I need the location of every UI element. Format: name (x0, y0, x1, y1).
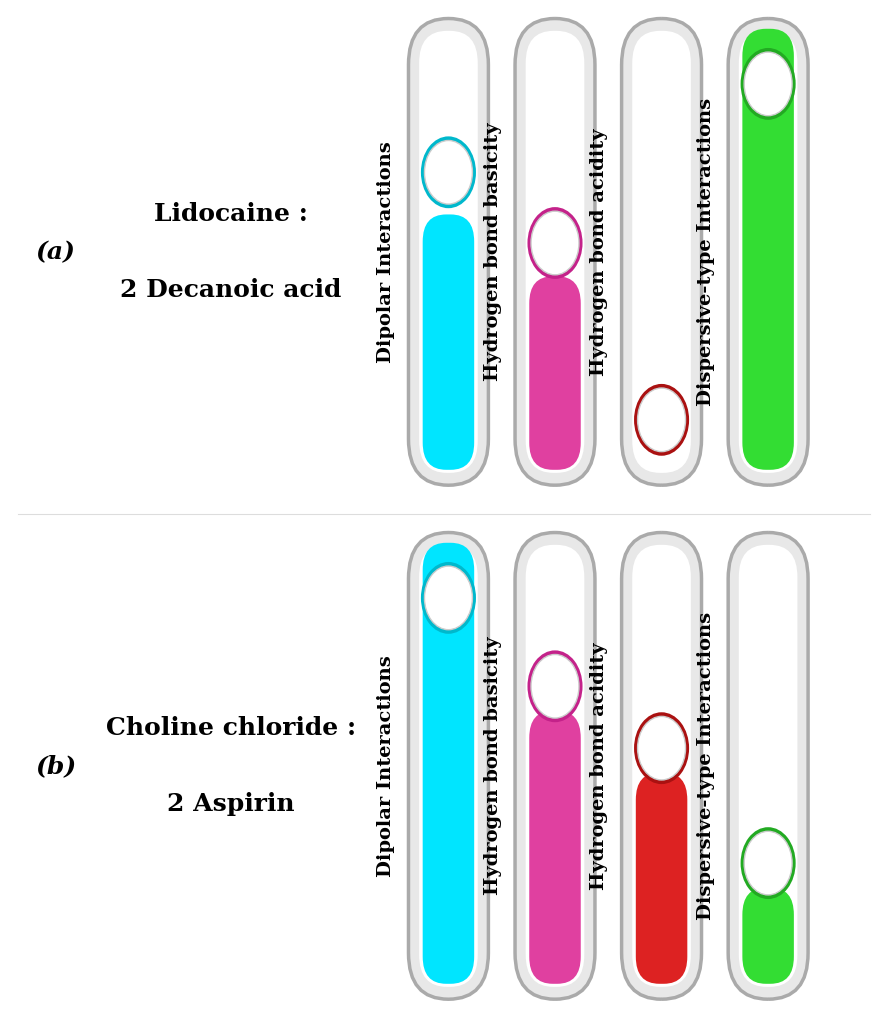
Ellipse shape (744, 832, 792, 895)
FancyBboxPatch shape (636, 773, 687, 984)
FancyBboxPatch shape (515, 19, 595, 485)
FancyBboxPatch shape (728, 19, 808, 485)
Text: Hydrogen bond acidity: Hydrogen bond acidity (591, 642, 608, 889)
Text: Choline chloride :: Choline chloride : (106, 717, 356, 740)
Ellipse shape (634, 712, 689, 784)
FancyBboxPatch shape (408, 533, 488, 999)
FancyBboxPatch shape (515, 533, 595, 999)
FancyBboxPatch shape (529, 277, 581, 470)
Ellipse shape (741, 48, 796, 120)
Ellipse shape (527, 651, 583, 723)
Ellipse shape (421, 562, 476, 634)
Text: 2 Decanoic acid: 2 Decanoic acid (120, 278, 342, 301)
Ellipse shape (531, 211, 579, 274)
FancyBboxPatch shape (529, 710, 581, 984)
Text: Dispersive-type Interactions: Dispersive-type Interactions (697, 612, 715, 920)
Ellipse shape (527, 207, 583, 279)
Ellipse shape (741, 828, 796, 900)
FancyBboxPatch shape (419, 31, 478, 473)
Ellipse shape (424, 566, 472, 630)
FancyBboxPatch shape (423, 215, 474, 470)
FancyBboxPatch shape (622, 533, 702, 999)
Text: Hydrogen bond basicity: Hydrogen bond basicity (484, 122, 502, 381)
FancyBboxPatch shape (622, 19, 702, 485)
Ellipse shape (421, 137, 476, 209)
FancyBboxPatch shape (728, 533, 808, 999)
FancyBboxPatch shape (408, 19, 488, 485)
Ellipse shape (424, 141, 472, 205)
Ellipse shape (638, 388, 686, 451)
Text: (a): (a) (36, 240, 75, 264)
FancyBboxPatch shape (742, 887, 794, 984)
FancyBboxPatch shape (526, 31, 584, 473)
FancyBboxPatch shape (526, 545, 584, 987)
FancyBboxPatch shape (739, 545, 797, 987)
Text: Lidocaine :: Lidocaine : (154, 203, 308, 226)
Ellipse shape (744, 52, 792, 116)
Ellipse shape (531, 655, 579, 719)
Text: Dipolar Interactions: Dipolar Interactions (377, 141, 395, 363)
Text: Hydrogen bond basicity: Hydrogen bond basicity (484, 636, 502, 895)
FancyBboxPatch shape (739, 31, 797, 473)
Text: Dipolar Interactions: Dipolar Interactions (377, 655, 395, 877)
Text: (b): (b) (36, 754, 76, 778)
Text: Dispersive-type Interactions: Dispersive-type Interactions (697, 98, 715, 406)
FancyBboxPatch shape (742, 29, 794, 470)
Text: Hydrogen bond acidity: Hydrogen bond acidity (591, 128, 608, 375)
FancyBboxPatch shape (419, 545, 478, 987)
FancyBboxPatch shape (632, 545, 691, 987)
FancyBboxPatch shape (632, 31, 691, 473)
FancyBboxPatch shape (423, 543, 474, 984)
Ellipse shape (638, 717, 686, 780)
Text: 2 Aspirin: 2 Aspirin (167, 792, 295, 815)
Ellipse shape (634, 383, 689, 455)
